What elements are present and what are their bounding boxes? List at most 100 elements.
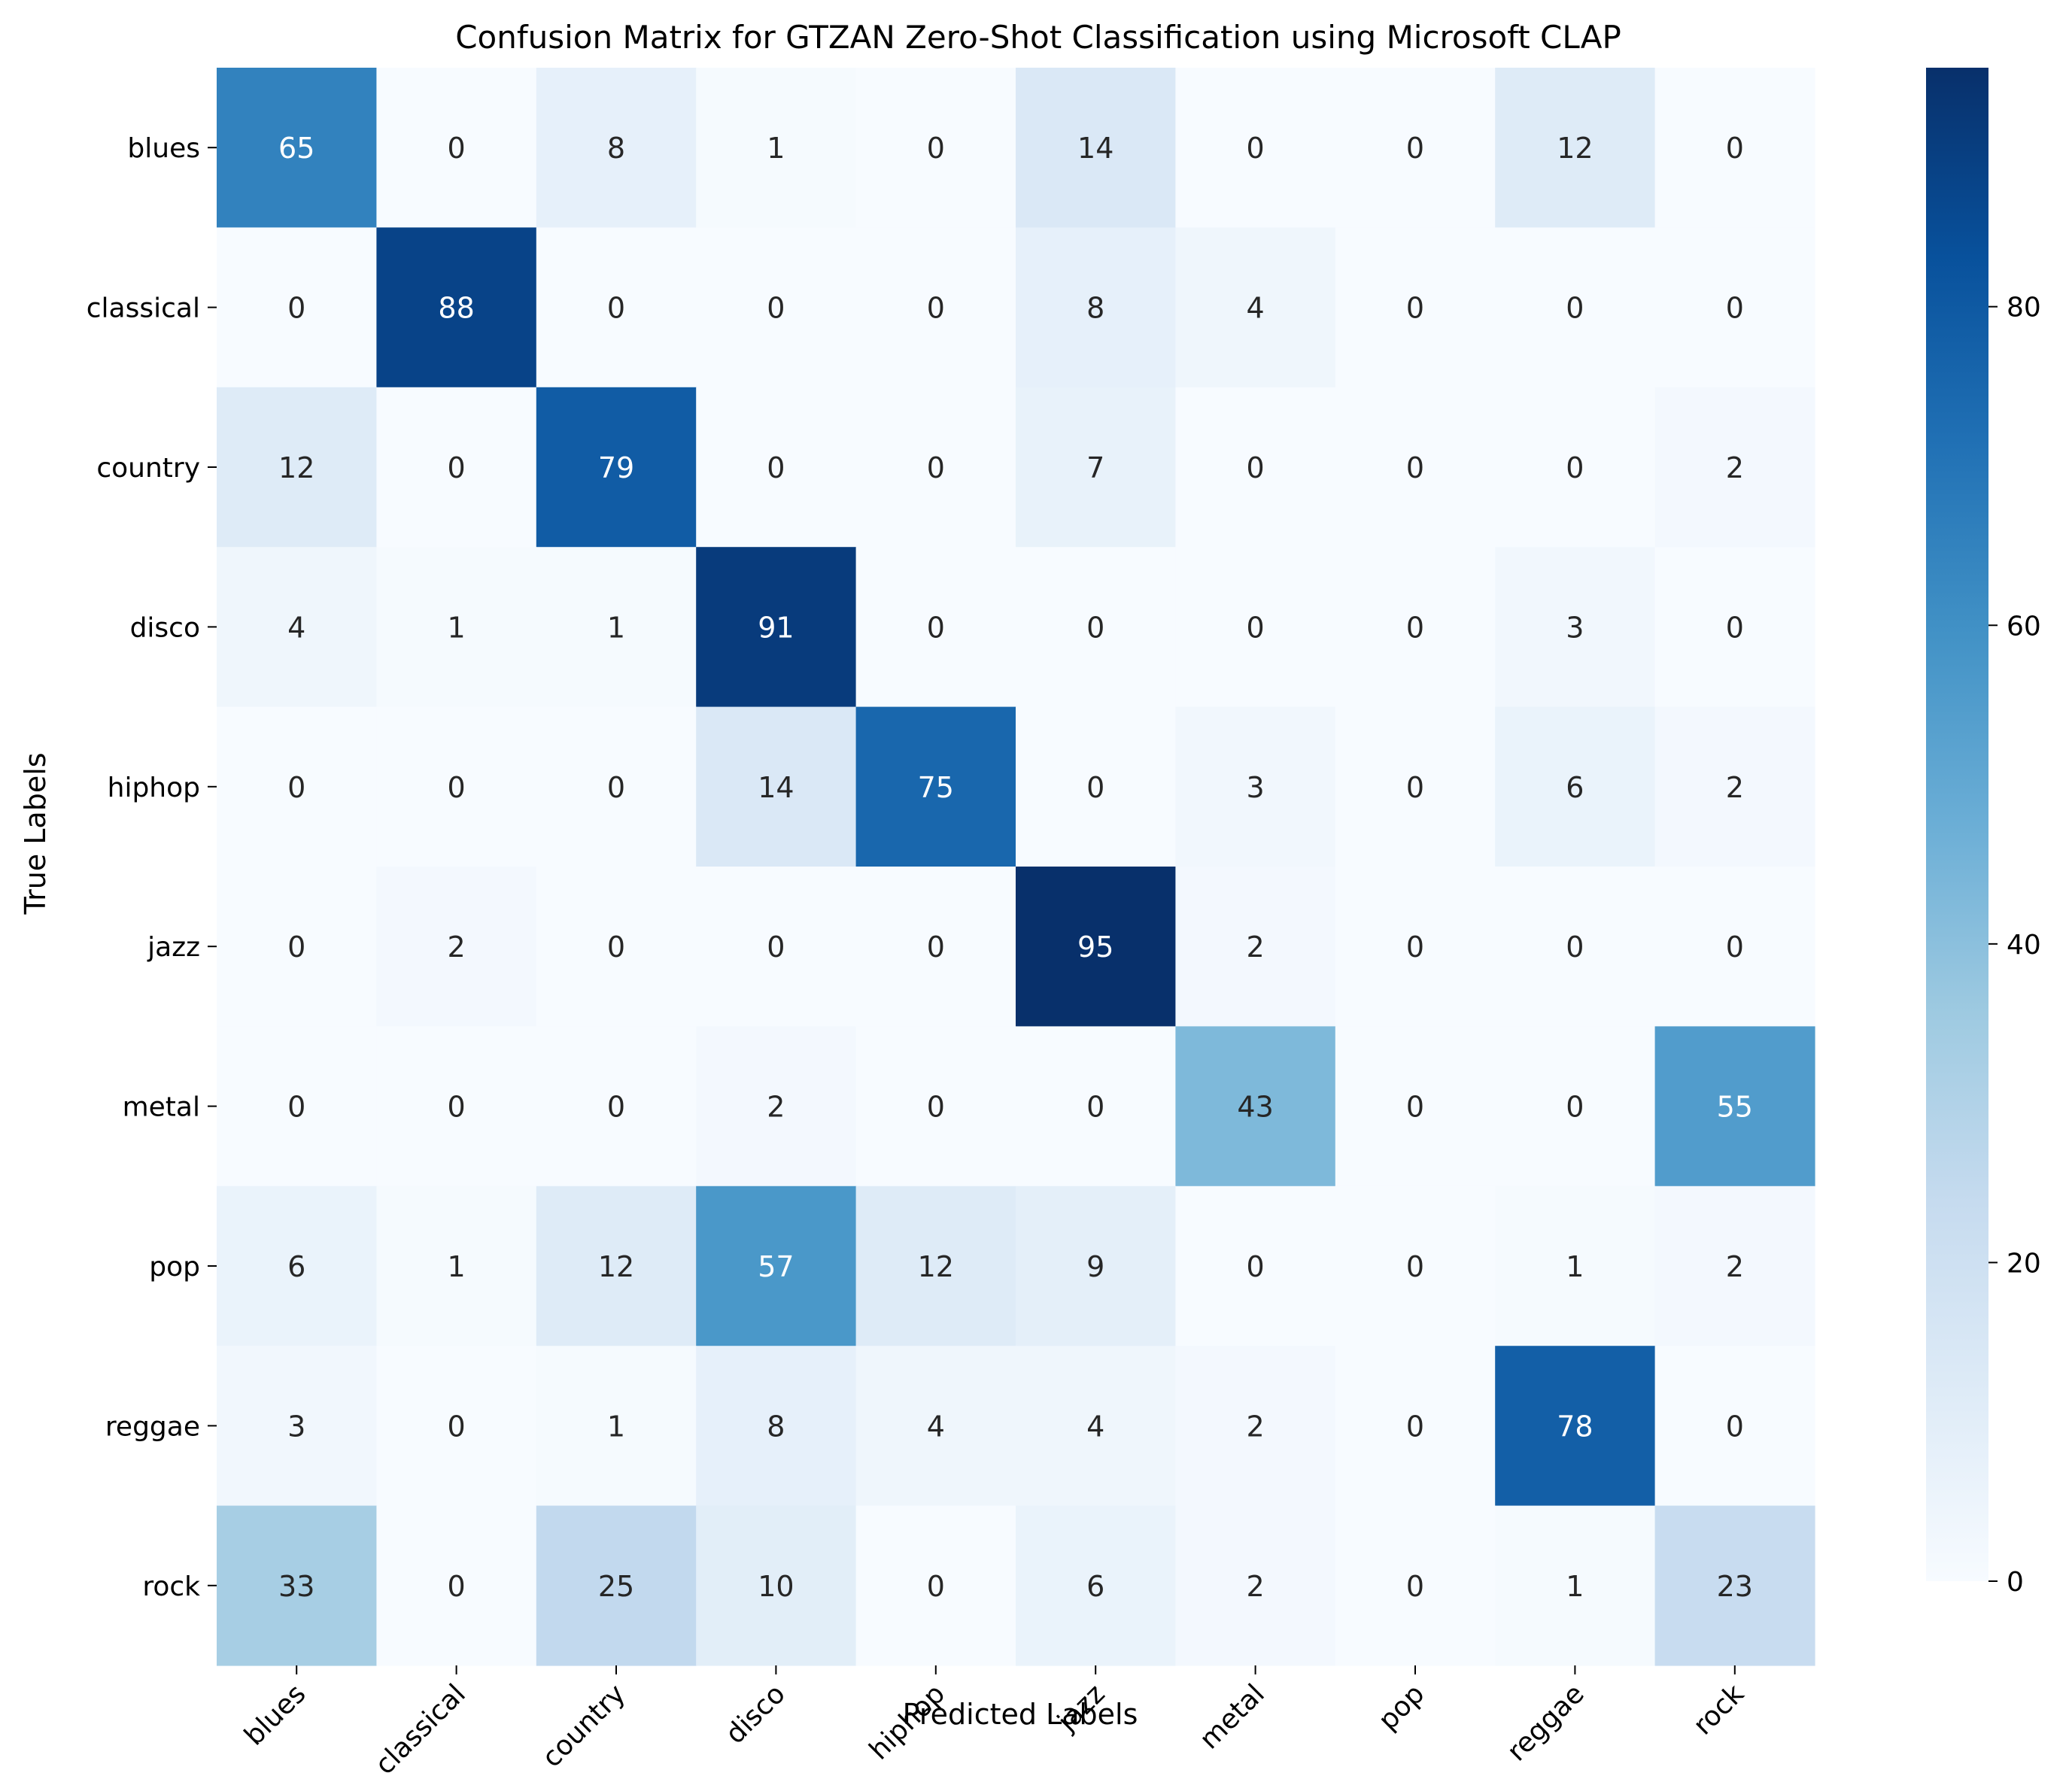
cell-value-label: 0 xyxy=(607,292,625,325)
cell-value-label: 0 xyxy=(1566,292,1584,325)
heatmap-cells xyxy=(217,68,1815,1666)
heatmap-cell-rock-hiphop xyxy=(855,1505,1016,1666)
heatmap-cell-disco-jazz xyxy=(1016,547,1176,708)
heatmap-cell-blues-rock xyxy=(1654,68,1815,228)
y-tick-label-pop: pop xyxy=(149,1252,200,1283)
cell-value-label: 0 xyxy=(927,1570,945,1603)
cell-value-label: 0 xyxy=(1406,292,1424,325)
heatmap-cell-metal-metal xyxy=(1175,1026,1336,1187)
cell-value-label: 0 xyxy=(927,451,945,484)
heatmap-cell-hiphop-blues xyxy=(217,706,377,867)
heatmap-cell-blues-classical xyxy=(376,68,537,228)
heatmap-cell-country-jazz xyxy=(1016,387,1176,548)
heatmap-cell-jazz-reggae xyxy=(1495,867,1656,1027)
heatmap-cell-rock-country xyxy=(536,1505,697,1666)
cell-value-label: 3 xyxy=(287,1410,305,1443)
cell-value-label: 12 xyxy=(1557,132,1593,165)
heatmap-cell-country-reggae xyxy=(1495,387,1656,548)
cell-value-label: 1 xyxy=(448,611,466,644)
cell-value-label: 0 xyxy=(448,771,466,804)
heatmap-cell-disco-metal xyxy=(1175,547,1336,708)
cell-value-label: 0 xyxy=(1566,930,1584,964)
cell-value-label: 0 xyxy=(1726,292,1744,325)
cell-value-label: 0 xyxy=(1247,132,1265,165)
heatmap-cell-country-rock xyxy=(1654,387,1815,548)
cell-value-label: 65 xyxy=(278,132,314,165)
cell-value-label: 0 xyxy=(767,930,785,964)
cell-value-label: 0 xyxy=(927,611,945,644)
heatmap-cell-reggae-jazz xyxy=(1016,1346,1176,1507)
y-tick-label-country: country xyxy=(96,453,200,484)
heatmap-cell-country-classical xyxy=(376,387,537,548)
colorbar-tick-label: 60 xyxy=(2007,611,2041,642)
heatmap-cell-disco-reggae xyxy=(1495,547,1656,708)
cell-value-label: 8 xyxy=(767,1410,785,1443)
heatmap-cell-pop-classical xyxy=(376,1185,537,1346)
heatmap-cell-reggae-disco xyxy=(696,1346,857,1507)
cell-value-label: 75 xyxy=(918,771,954,804)
heatmap-cell-jazz-metal xyxy=(1175,867,1336,1027)
heatmap-cell-classical-classical xyxy=(376,227,537,388)
heatmap-cell-jazz-hiphop xyxy=(855,867,1016,1027)
y-tick-label-reggae: reggae xyxy=(105,1411,200,1442)
cell-value-label: 0 xyxy=(287,930,305,964)
cell-value-label: 91 xyxy=(758,611,794,644)
cell-value-label: 0 xyxy=(448,1570,466,1603)
heatmap-cell-country-metal xyxy=(1175,387,1336,548)
cell-value-label: 9 xyxy=(1086,1250,1104,1283)
heatmap-cell-hiphop-reggae xyxy=(1495,706,1656,867)
cell-value-label: 12 xyxy=(918,1250,954,1283)
cell-value-label: 2 xyxy=(1247,930,1265,964)
cell-value-label: 2 xyxy=(767,1091,785,1124)
heatmap-cell-country-country xyxy=(536,387,697,548)
cell-value-label: 4 xyxy=(287,611,305,644)
cell-value-label: 0 xyxy=(1247,1250,1265,1283)
heatmap-cell-country-blues xyxy=(217,387,377,548)
cell-value-label: 14 xyxy=(758,771,794,804)
heatmap-cell-hiphop-metal xyxy=(1175,706,1336,867)
cell-value-label: 0 xyxy=(448,132,466,165)
cell-value-label: 79 xyxy=(598,451,634,484)
heatmap-cell-reggae-rock xyxy=(1654,1346,1815,1507)
cell-value-label: 78 xyxy=(1557,1410,1593,1443)
cell-value-label: 0 xyxy=(287,292,305,325)
y-tick-label-classical: classical xyxy=(87,293,200,324)
cell-value-label: 88 xyxy=(438,292,474,325)
heatmap-cell-jazz-classical xyxy=(376,867,537,1027)
heatmap-cell-metal-country xyxy=(536,1026,697,1187)
heatmap-cell-classical-rock xyxy=(1654,227,1815,388)
heatmap-cell-pop-rock xyxy=(1654,1185,1815,1346)
cell-value-label: 0 xyxy=(1086,611,1104,644)
cell-value-label: 0 xyxy=(1726,132,1744,165)
cell-value-label: 0 xyxy=(1406,1091,1424,1124)
heatmap-cell-metal-blues xyxy=(217,1026,377,1187)
cell-value-label: 4 xyxy=(1086,1410,1104,1443)
heatmap-cell-pop-disco xyxy=(696,1185,857,1346)
cell-value-label: 0 xyxy=(927,132,945,165)
heatmap-cell-disco-disco xyxy=(696,547,857,708)
heatmap-cell-classical-country xyxy=(536,227,697,388)
cell-value-labels: 65 0 8 1 0 14 0 0 12 00 88 0 0 0 8 4 0 0 012 0 79 0 0 7 0 0 0 24 1 1 9… xyxy=(278,132,1753,1603)
cell-value-label: 8 xyxy=(1086,292,1104,325)
heatmap-cell-reggae-hiphop xyxy=(855,1346,1016,1507)
colorbar-tick-label: 40 xyxy=(2007,930,2041,961)
cell-value-label: 95 xyxy=(1077,930,1113,964)
cell-value-label: 0 xyxy=(1726,611,1744,644)
heatmap-cell-disco-blues xyxy=(217,547,377,708)
colorbar-tick-label: 20 xyxy=(2007,1248,2041,1279)
heatmap-cell-disco-pop xyxy=(1335,547,1496,708)
colorbar: 0 20 40 60 80 xyxy=(1926,68,2041,1598)
heatmap-cell-rock-jazz xyxy=(1016,1505,1176,1666)
heatmap-cell-classical-disco xyxy=(696,227,857,388)
heatmap-cell-disco-country xyxy=(536,547,697,708)
cell-value-label: 0 xyxy=(1726,1410,1744,1443)
heatmap-cell-blues-disco xyxy=(696,68,857,228)
cell-value-label: 1 xyxy=(607,1410,625,1443)
cell-value-label: 25 xyxy=(598,1570,634,1603)
heatmap-cell-pop-pop xyxy=(1335,1185,1496,1346)
cell-value-label: 0 xyxy=(1406,930,1424,964)
cell-value-label: 1 xyxy=(1566,1570,1584,1603)
heatmap-cell-reggae-pop xyxy=(1335,1346,1496,1507)
cell-value-label: 0 xyxy=(607,930,625,964)
cell-value-label: 6 xyxy=(1566,771,1584,804)
